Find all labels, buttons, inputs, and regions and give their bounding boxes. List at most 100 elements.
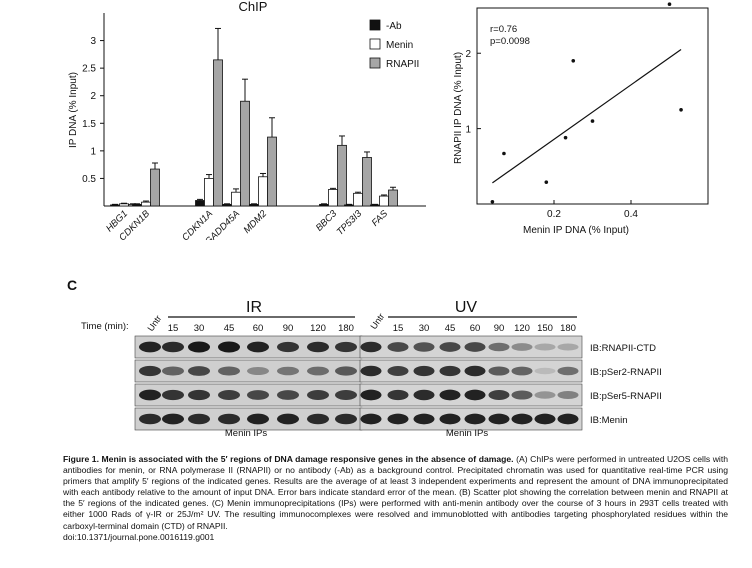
x-tick-label: 0.2 — [547, 209, 561, 220]
bar-menin-hbg1 — [119, 203, 129, 207]
band — [534, 391, 556, 399]
band — [534, 413, 556, 425]
bar-menin-bbc3 — [328, 189, 338, 207]
band — [360, 341, 382, 353]
caption-body: (A) ChIPs were performed in untreated U2… — [63, 454, 728, 531]
band — [162, 366, 184, 376]
band — [139, 389, 161, 401]
band — [464, 365, 486, 377]
band — [511, 390, 533, 400]
legend-label-rnapii: RNAPII — [386, 59, 419, 70]
band — [247, 413, 269, 425]
y-tick-label: 2.5 — [82, 64, 96, 75]
scatter-point — [563, 135, 568, 140]
ir-time-180: 180 — [338, 323, 354, 334]
y-tick-label: 1.5 — [82, 119, 96, 130]
caption-doi: doi:10.1371/journal.pone.0016119.g001 — [63, 531, 215, 542]
bar-rnapii-gadd45a — [240, 100, 250, 207]
untr-label-uv: Untr — [368, 311, 386, 331]
uv-time-15: 15 — [393, 323, 404, 334]
annotation-r: r=0.76 — [490, 24, 517, 35]
bar-ab-cdkn1a — [195, 200, 205, 207]
scatter-point — [679, 107, 683, 112]
bar-menin-mdm2 — [258, 176, 268, 207]
band — [307, 366, 329, 376]
band — [557, 366, 579, 376]
ir-time-60: 60 — [253, 323, 264, 334]
uv-time-60: 60 — [470, 323, 481, 334]
ir-time-15: 15 — [168, 323, 179, 334]
scatter-marks — [490, 2, 683, 204]
band — [413, 413, 435, 425]
blot-rows: IB:RNAPII-CTD IB:pSer2-RNAPII IB:pSer5-RNA… — [134, 335, 662, 431]
uv-label: UV — [455, 299, 478, 316]
chip-bar-chart: ChIP IP DNA (% Input) 0.5 1 1.5 2 2.5 3 HBG1C… — [68, 0, 426, 240]
band — [139, 413, 161, 425]
y-tick-label: 0.5 — [82, 174, 96, 185]
bar-menin-tp53i3 — [353, 192, 363, 207]
y-tick-label: 2 — [90, 91, 96, 102]
ir-time-45: 45 — [224, 323, 235, 334]
scatter-point — [502, 151, 506, 156]
x-tick-label-mdm2: MDM2 — [242, 208, 270, 236]
bar-rnapii-bbc3 — [337, 144, 347, 207]
scatter-point — [571, 58, 576, 63]
y-tick-label: 1 — [90, 146, 96, 157]
band — [464, 413, 486, 425]
band — [188, 366, 210, 376]
band — [557, 413, 579, 425]
bar-menin-fas — [379, 195, 389, 207]
band — [439, 365, 461, 377]
uv-time-labels: 15 30 45 60 90 120 150 180 — [393, 323, 576, 334]
band — [247, 390, 269, 400]
legend-swatch-menin — [369, 38, 381, 50]
band — [511, 343, 533, 351]
band — [360, 413, 382, 425]
band — [335, 366, 357, 376]
bar-ab-fas — [370, 204, 380, 207]
bar-menin-cdkn1a — [204, 178, 214, 207]
bar-ab-bbc3 — [319, 203, 329, 207]
untr-label-ir: Untr — [145, 313, 163, 333]
row-label: IB:pSer2-RNAPII — [590, 367, 662, 378]
band — [162, 341, 184, 353]
bar-ab-hbg1 — [110, 204, 120, 207]
figure-caption: Figure 1. Menin is associated with the 5… — [63, 454, 728, 543]
scatter-point — [590, 119, 595, 123]
ir-time-30: 30 — [194, 323, 205, 334]
bar-rnapii-tp53i3 — [362, 157, 372, 207]
band — [188, 413, 210, 425]
band — [439, 389, 461, 401]
band — [557, 390, 579, 400]
uv-time-150: 150 — [537, 323, 553, 334]
band — [277, 413, 299, 425]
band — [188, 341, 210, 353]
uv-time-120: 120 — [514, 323, 530, 334]
band — [387, 413, 409, 425]
legend-swatch-ab — [369, 19, 381, 31]
panel-c-label: C — [67, 277, 77, 293]
ir-time-90: 90 — [283, 323, 294, 334]
band — [413, 342, 435, 352]
bar-ab-cdkn1b — [132, 203, 142, 207]
y-tick-label: 2 — [465, 49, 471, 60]
band — [439, 413, 461, 425]
band — [488, 413, 510, 425]
row-label: IB:pSer5-RNAPII — [590, 391, 662, 402]
caption-title: Figure 1. Menin is associated with the 5… — [63, 454, 514, 464]
band — [387, 389, 409, 401]
band — [335, 341, 357, 353]
band — [387, 342, 409, 352]
band — [277, 341, 299, 353]
x-tick-label-fas: FAS — [370, 208, 391, 229]
western-blot-panel: C IR UV Time (min): Untr Untr 15 30 45 60 90… — [67, 277, 662, 439]
bar-ab-tp53i3 — [344, 204, 354, 207]
scatter-y-label: RNAPII IP DNA (% Input) — [453, 52, 464, 164]
scatter-point — [667, 2, 672, 7]
bar-menin-cdkn1b — [141, 201, 151, 207]
time-label: Time (min): — [81, 321, 129, 332]
band — [335, 390, 357, 400]
uv-time-180: 180 — [560, 323, 576, 334]
band — [413, 389, 435, 401]
